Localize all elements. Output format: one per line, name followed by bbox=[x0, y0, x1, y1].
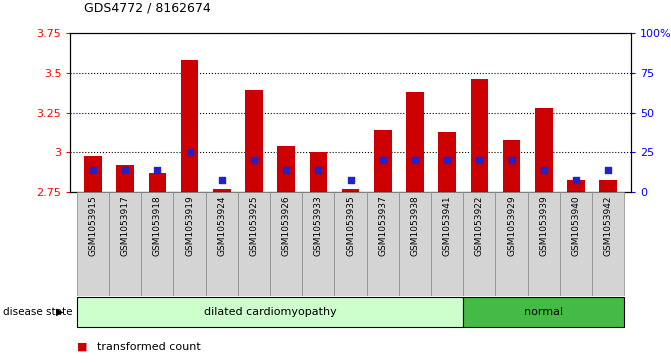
Bar bbox=[592, 192, 624, 296]
Bar bbox=[180, 60, 199, 192]
Point bbox=[120, 167, 131, 173]
Bar bbox=[148, 173, 166, 192]
Point bbox=[313, 167, 324, 173]
Point bbox=[249, 158, 260, 163]
Bar bbox=[406, 92, 424, 192]
Bar bbox=[438, 132, 456, 192]
Point bbox=[217, 177, 227, 183]
Text: GSM1053922: GSM1053922 bbox=[475, 196, 484, 256]
Text: GSM1053926: GSM1053926 bbox=[282, 196, 291, 256]
Point bbox=[409, 158, 420, 163]
Bar bbox=[303, 192, 335, 296]
Text: transformed count: transformed count bbox=[97, 342, 201, 352]
Bar bbox=[77, 192, 109, 296]
Bar bbox=[270, 192, 303, 296]
Text: GSM1053917: GSM1053917 bbox=[121, 196, 130, 256]
Bar bbox=[342, 189, 360, 192]
Text: normal: normal bbox=[524, 306, 564, 317]
Point bbox=[185, 150, 195, 155]
Bar bbox=[77, 297, 463, 327]
Point bbox=[474, 158, 484, 163]
Point bbox=[88, 167, 99, 173]
Text: GSM1053933: GSM1053933 bbox=[314, 196, 323, 256]
Bar bbox=[535, 108, 553, 192]
Point bbox=[570, 177, 581, 183]
Bar bbox=[560, 192, 592, 296]
Bar bbox=[567, 180, 585, 192]
Point bbox=[603, 167, 613, 173]
Text: ▶: ▶ bbox=[56, 306, 64, 317]
Text: disease state: disease state bbox=[3, 306, 73, 317]
Text: GSM1053937: GSM1053937 bbox=[378, 196, 387, 256]
Bar bbox=[142, 192, 174, 296]
Text: GSM1053925: GSM1053925 bbox=[250, 196, 258, 256]
Bar bbox=[206, 192, 238, 296]
Bar bbox=[174, 192, 206, 296]
Text: GSM1053915: GSM1053915 bbox=[89, 196, 97, 256]
Bar bbox=[599, 180, 617, 192]
Bar bbox=[366, 192, 399, 296]
Bar bbox=[213, 189, 231, 192]
Point bbox=[538, 167, 549, 173]
Bar bbox=[463, 297, 624, 327]
Text: GDS4772 / 8162674: GDS4772 / 8162674 bbox=[84, 1, 211, 15]
Bar bbox=[470, 79, 488, 192]
Point bbox=[152, 167, 163, 173]
Text: GSM1053939: GSM1053939 bbox=[539, 196, 548, 256]
Text: GSM1053938: GSM1053938 bbox=[411, 196, 419, 256]
Bar bbox=[463, 192, 495, 296]
Bar bbox=[527, 192, 560, 296]
Text: dilated cardiomyopathy: dilated cardiomyopathy bbox=[204, 306, 336, 317]
Bar bbox=[84, 156, 102, 192]
Bar bbox=[374, 130, 392, 192]
Text: GSM1053940: GSM1053940 bbox=[572, 196, 580, 256]
Bar bbox=[503, 140, 521, 192]
Text: GSM1053942: GSM1053942 bbox=[604, 196, 613, 256]
Bar bbox=[495, 192, 527, 296]
Text: GSM1053929: GSM1053929 bbox=[507, 196, 516, 256]
Text: GSM1053924: GSM1053924 bbox=[217, 196, 226, 256]
Text: GSM1053919: GSM1053919 bbox=[185, 196, 194, 256]
Bar bbox=[116, 165, 134, 192]
Bar bbox=[277, 146, 295, 192]
Text: GSM1053935: GSM1053935 bbox=[346, 196, 355, 256]
Bar bbox=[335, 192, 366, 296]
Point bbox=[377, 158, 388, 163]
Point bbox=[442, 158, 452, 163]
Bar bbox=[431, 192, 463, 296]
Bar bbox=[309, 152, 327, 192]
Text: GSM1053918: GSM1053918 bbox=[153, 196, 162, 256]
Point bbox=[345, 177, 356, 183]
Bar bbox=[238, 192, 270, 296]
Bar bbox=[245, 90, 263, 192]
Text: GSM1053941: GSM1053941 bbox=[443, 196, 452, 256]
Point bbox=[281, 167, 292, 173]
Point bbox=[506, 158, 517, 163]
Bar bbox=[399, 192, 431, 296]
Text: ■: ■ bbox=[77, 342, 88, 352]
Bar bbox=[109, 192, 142, 296]
